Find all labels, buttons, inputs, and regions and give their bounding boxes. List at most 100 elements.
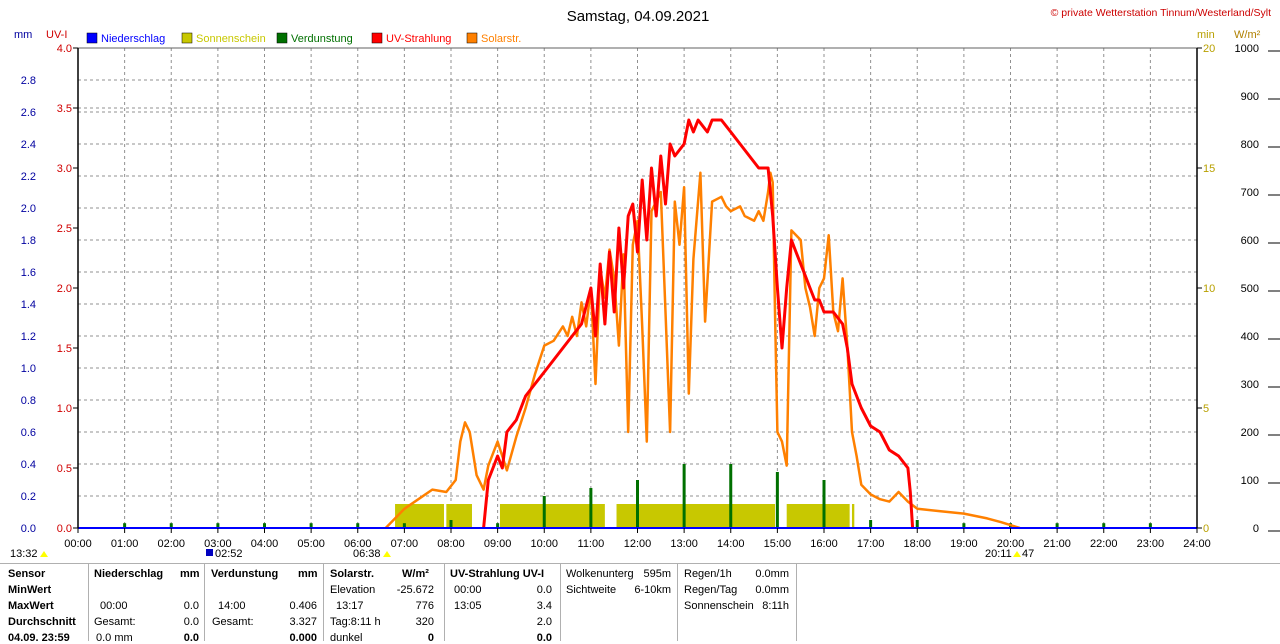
row-label-last: 04.09. 23:59	[8, 632, 70, 644]
min-unit-label: min	[1197, 29, 1215, 41]
min-tick-label: 0	[1203, 523, 1209, 535]
mm-tick-label: 0.0	[21, 523, 36, 535]
evaporation-bar	[1055, 523, 1059, 528]
legend-swatch-0	[86, 32, 98, 44]
x-tick-label: 06:00	[344, 538, 372, 550]
evaporation-bar	[496, 523, 500, 528]
evaporation-bar	[636, 480, 639, 528]
evap-header: Verdunstung	[211, 568, 279, 580]
legend-label-2: Verdunstung	[291, 33, 353, 45]
min-tick-label: 10	[1203, 283, 1215, 295]
evaporation-bar	[169, 523, 173, 528]
x-tick-label: 02:00	[157, 538, 185, 550]
x-tick-label: 09:00	[484, 538, 512, 550]
uv-tick-label: 3.0	[57, 163, 72, 175]
mm-tick-label: 0.2	[21, 491, 36, 503]
marker-3-icon	[383, 551, 391, 557]
chart-axes: 00:00 01:00 02:00 03:00 04:00 05:00 06:00 07:00…	[21, 43, 1280, 550]
evaporation-bars	[123, 464, 1152, 528]
x-tick-label: 21:00	[1043, 538, 1071, 550]
x-tick-label: 12:00	[624, 538, 652, 550]
mm-tick-label: 2.4	[21, 139, 36, 151]
marker-1: 13:32	[10, 548, 38, 560]
uv-max-time: 13:05	[454, 600, 482, 612]
x-tick-label: 11:00	[578, 538, 605, 550]
x-tick-label: 04:00	[251, 538, 279, 550]
uv-tick-label: 1.0	[57, 403, 72, 415]
evaporation-bar	[869, 520, 873, 528]
rain-1h-label: Regen/1h	[684, 568, 732, 580]
wm2-tick-label: 0	[1253, 523, 1259, 535]
x-tick-label: 20:00	[997, 538, 1025, 550]
uv-tick-label: 0.0	[57, 523, 72, 535]
x-tick-label: 16:00	[810, 538, 838, 550]
min-tick-label: 5	[1203, 403, 1209, 415]
x-tick-label: 01:00	[111, 538, 139, 550]
evaporation-bar	[915, 520, 919, 528]
uv-tick-label: 2.5	[57, 223, 72, 235]
marker-2-icon	[206, 549, 213, 556]
precip-max-val: 0.0	[183, 600, 199, 612]
info-table: Sensor MinWert MaxWert Durchschnitt 04.0…	[0, 563, 1280, 644]
chart-title: Samstag, 04.09.2021	[567, 8, 710, 25]
wm2-unit-label: W/m²	[1234, 29, 1261, 41]
wm2-tick-label: 800	[1241, 139, 1259, 151]
x-tick-label: 18:00	[903, 538, 931, 550]
mm-tick-label: 2.8	[21, 75, 36, 87]
evaporation-bar	[589, 488, 593, 528]
precip-sum-val: 0.0	[183, 616, 199, 628]
x-tick-label: 03:00	[204, 538, 232, 550]
wm2-tick-label: 100	[1241, 475, 1259, 487]
evaporation-bar	[729, 464, 733, 528]
x-tick-label: 19:00	[950, 538, 978, 550]
x-tick-label: 14:00	[717, 538, 745, 550]
solar-radiation-line	[384, 171, 1021, 530]
x-tick-label: 15:00	[764, 538, 792, 550]
uv-tick-label: 2.0	[57, 283, 72, 295]
precip-sum-label: Gesamt:	[94, 616, 136, 628]
evaporation-bar	[402, 523, 406, 528]
wm2-tick-label: 900	[1241, 91, 1259, 103]
mm-tick-label: 0.6	[21, 427, 36, 439]
x-tick-label: 17:00	[857, 538, 885, 550]
mm-tick-label: 1.4	[21, 299, 36, 311]
cloud-val: 595m	[643, 568, 671, 580]
mm-tick-label: 1.2	[21, 331, 36, 343]
rain-day-label: Regen/Tag	[684, 584, 738, 596]
mm-tick-label: 1.0	[21, 363, 36, 375]
sunshine-block	[851, 504, 855, 528]
wm2-tick-label: 300	[1241, 379, 1259, 391]
precip-unit: mm	[180, 568, 200, 580]
mm-tick-label: 0.4	[21, 459, 36, 471]
evaporation-bar	[449, 520, 453, 528]
sunshine-blocks	[395, 504, 855, 528]
legend-swatch-2	[276, 32, 288, 44]
marker-5: 47	[1022, 548, 1034, 560]
evaporation-bar	[1148, 523, 1152, 528]
legend-swatch-3	[371, 32, 383, 44]
evaporation-bar	[822, 480, 826, 528]
copyright-note: © private Wetterstation Tinnum/Westerlan…	[1051, 7, 1271, 19]
uv-avg-val: 2.0	[536, 616, 552, 628]
precip-last-val: 0.0	[183, 632, 199, 644]
legend-swatch-4	[466, 32, 478, 44]
evaporation-bar	[216, 523, 220, 528]
uv-unit-label: UV-I	[46, 29, 67, 41]
sunshine-block	[395, 504, 445, 528]
evaporation-bar	[1102, 523, 1106, 528]
uv-max-val: 3.4	[536, 600, 552, 612]
marker-3: 06:38	[353, 548, 381, 560]
marker-2: 02:52	[215, 548, 243, 560]
solar-unit: W/m²	[402, 568, 429, 580]
x-tick-label: 24:00	[1183, 538, 1211, 550]
x-tick-label: 08:00	[437, 538, 465, 550]
mm-tick-label: 2.0	[21, 203, 36, 215]
mm-unit-label: mm	[14, 29, 32, 41]
evap-max-val: 0.406	[289, 600, 317, 612]
solar-elev-val: -25.672	[396, 584, 434, 596]
uv-tick-label: 3.5	[57, 103, 72, 115]
mm-tick-label: 1.8	[21, 235, 36, 247]
cloud-label: Wolkenunterg	[566, 568, 634, 580]
solar-tag-label: Tag:8:11 h	[330, 616, 381, 628]
wm2-tick-label: 500	[1241, 283, 1259, 295]
